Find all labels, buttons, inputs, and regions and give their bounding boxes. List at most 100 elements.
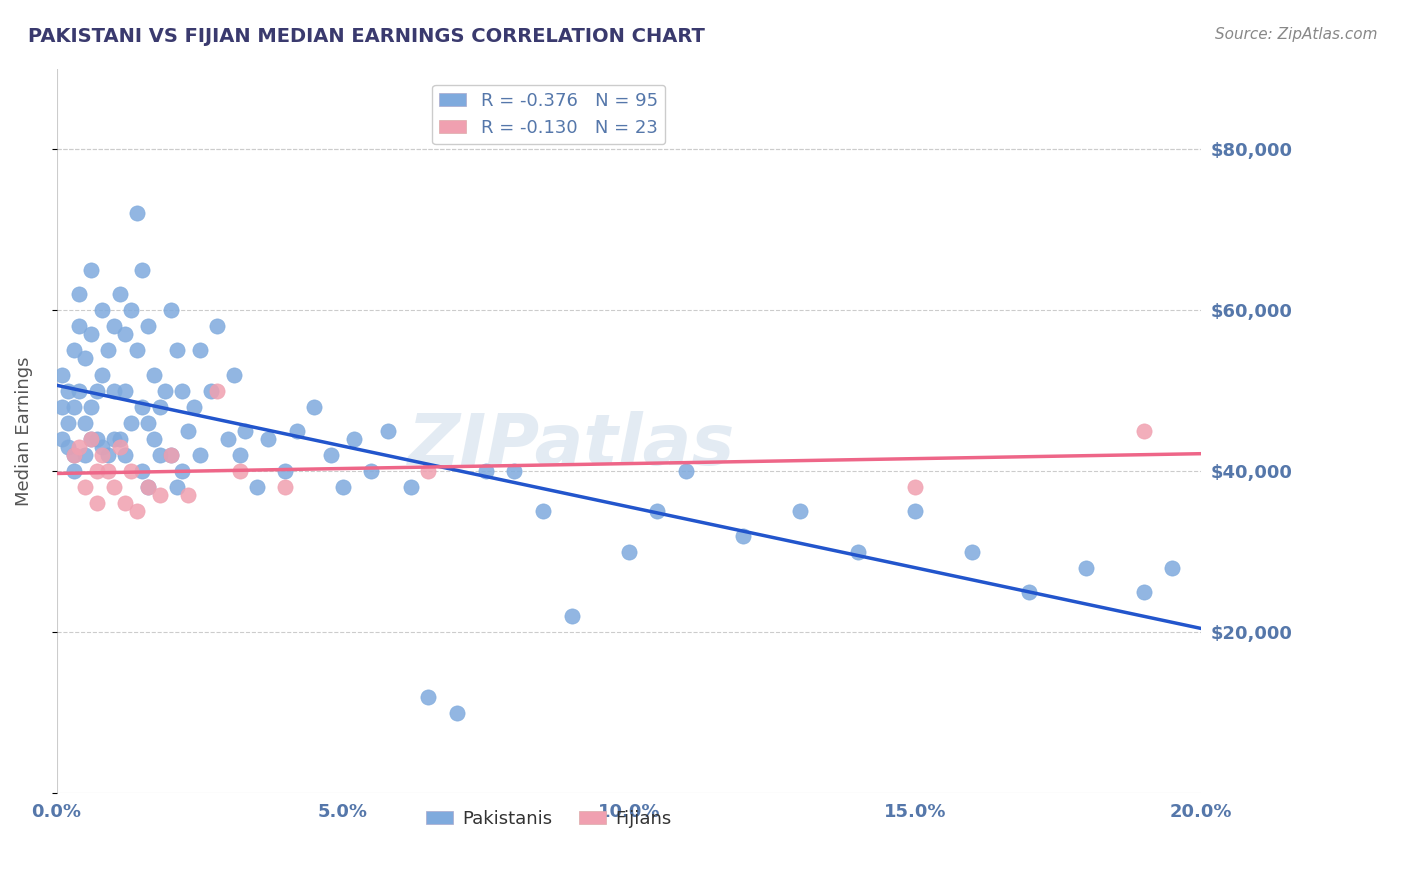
- Text: Source: ZipAtlas.com: Source: ZipAtlas.com: [1215, 27, 1378, 42]
- Point: [166, 480, 188, 494]
- Point: [136, 480, 159, 494]
- Point: [1076, 561, 1098, 575]
- Point: [332, 480, 354, 494]
- Point: [103, 319, 125, 334]
- Point: [205, 384, 228, 398]
- Point: [474, 464, 496, 478]
- Point: [103, 384, 125, 398]
- Point: [86, 464, 108, 478]
- Point: [86, 432, 108, 446]
- Point: [56, 384, 79, 398]
- Point: [62, 448, 84, 462]
- Point: [108, 287, 131, 301]
- Point: [142, 432, 165, 446]
- Point: [114, 496, 136, 510]
- Point: [377, 424, 399, 438]
- Y-axis label: Median Earnings: Median Earnings: [15, 356, 32, 506]
- Text: PAKISTANI VS FIJIAN MEDIAN EARNINGS CORRELATION CHART: PAKISTANI VS FIJIAN MEDIAN EARNINGS CORR…: [28, 27, 704, 45]
- Point: [125, 206, 148, 220]
- Point: [75, 448, 97, 462]
- Point: [51, 368, 73, 382]
- Point: [235, 424, 257, 438]
- Point: [69, 287, 91, 301]
- Point: [531, 504, 554, 518]
- Point: [62, 464, 84, 478]
- Point: [62, 343, 84, 358]
- Point: [125, 343, 148, 358]
- Point: [200, 384, 222, 398]
- Point: [285, 424, 308, 438]
- Point: [904, 504, 927, 518]
- Point: [789, 504, 811, 518]
- Point: [302, 400, 325, 414]
- Point: [69, 319, 91, 334]
- Point: [97, 343, 120, 358]
- Point: [274, 480, 297, 494]
- Point: [274, 464, 297, 478]
- Point: [114, 327, 136, 342]
- Point: [188, 343, 211, 358]
- Point: [97, 464, 120, 478]
- Point: [114, 448, 136, 462]
- Point: [904, 480, 927, 494]
- Point: [120, 416, 142, 430]
- Point: [960, 545, 983, 559]
- Point: [418, 690, 440, 704]
- Point: [91, 303, 114, 318]
- Point: [1132, 424, 1154, 438]
- Point: [136, 480, 159, 494]
- Point: [131, 400, 153, 414]
- Point: [1161, 561, 1184, 575]
- Point: [75, 480, 97, 494]
- Point: [142, 368, 165, 382]
- Point: [675, 464, 697, 478]
- Point: [149, 448, 172, 462]
- Point: [503, 464, 526, 478]
- Point: [177, 488, 200, 502]
- Legend: Pakistanis, Fijians: Pakistanis, Fijians: [419, 803, 679, 835]
- Point: [446, 706, 468, 720]
- Point: [103, 432, 125, 446]
- Point: [160, 303, 183, 318]
- Point: [136, 319, 159, 334]
- Point: [846, 545, 869, 559]
- Point: [155, 384, 177, 398]
- Point: [120, 464, 142, 478]
- Point: [103, 480, 125, 494]
- Point: [257, 432, 280, 446]
- Point: [217, 432, 239, 446]
- Point: [177, 424, 200, 438]
- Text: ZIPatlas: ZIPatlas: [408, 411, 735, 480]
- Point: [560, 609, 582, 624]
- Point: [75, 416, 97, 430]
- Point: [160, 448, 183, 462]
- Point: [56, 440, 79, 454]
- Point: [246, 480, 269, 494]
- Point: [733, 528, 755, 542]
- Point: [166, 343, 188, 358]
- Point: [401, 480, 423, 494]
- Point: [108, 440, 131, 454]
- Point: [75, 351, 97, 366]
- Point: [205, 319, 228, 334]
- Point: [51, 400, 73, 414]
- Point: [149, 400, 172, 414]
- Point: [80, 400, 103, 414]
- Point: [149, 488, 172, 502]
- Point: [91, 448, 114, 462]
- Point: [91, 440, 114, 454]
- Point: [86, 384, 108, 398]
- Point: [321, 448, 343, 462]
- Point: [62, 400, 84, 414]
- Point: [114, 384, 136, 398]
- Point: [69, 384, 91, 398]
- Point: [62, 448, 84, 462]
- Point: [228, 464, 250, 478]
- Point: [418, 464, 440, 478]
- Point: [80, 263, 103, 277]
- Point: [343, 432, 366, 446]
- Point: [80, 432, 103, 446]
- Point: [80, 432, 103, 446]
- Point: [131, 263, 153, 277]
- Point: [120, 303, 142, 318]
